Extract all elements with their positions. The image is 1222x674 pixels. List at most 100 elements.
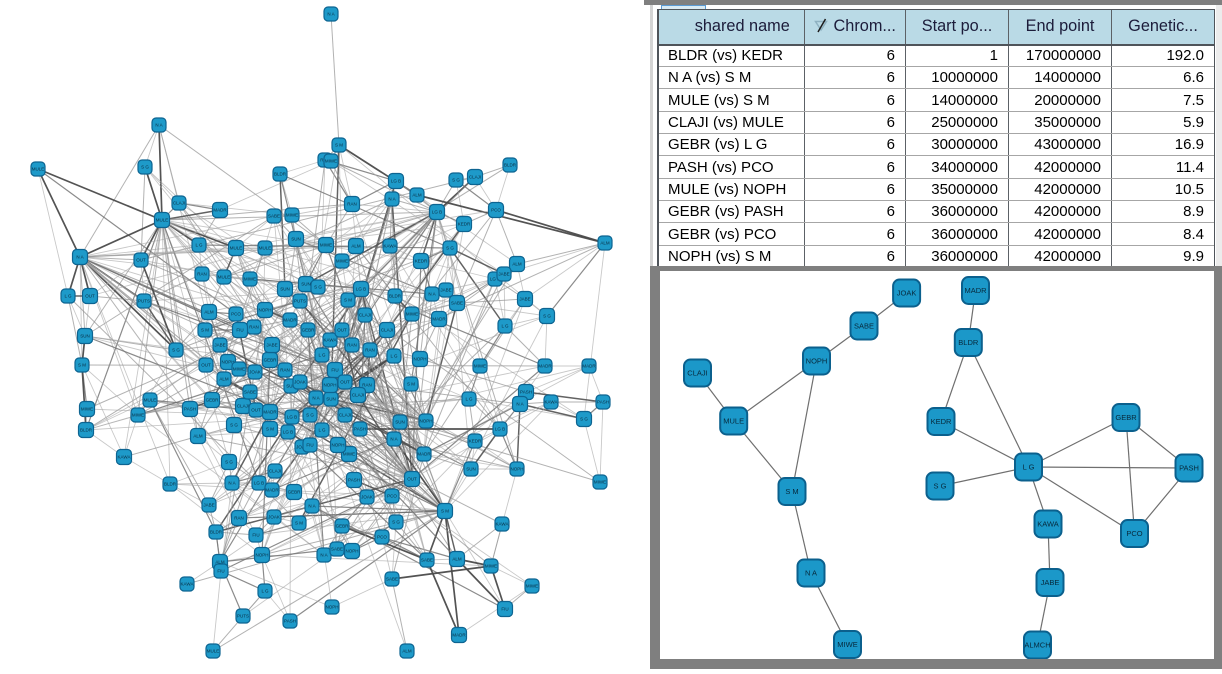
svg-text:MADR: MADR [265,488,279,493]
svg-text:SUN: SUN [301,282,311,287]
svg-text:MIWE: MIWE [837,640,857,649]
svg-text:KAWA: KAWA [545,400,558,405]
svg-text:MIWE: MIWE [485,564,497,569]
svg-text:S G: S G [172,348,180,353]
svg-text:PUTS: PUTS [294,299,306,304]
svg-text:JOAK: JOAK [361,495,373,500]
svg-text:ALM: ALM [193,434,203,439]
svg-text:CLAJI: CLAJI [352,393,364,398]
svg-text:BLDR: BLDR [958,338,979,347]
svg-text:KAWA: KAWA [1037,520,1059,529]
svg-text:FIU: FIU [236,328,243,333]
svg-text:LG B: LG B [287,415,297,420]
svg-text:BLDR: BLDR [164,482,177,487]
svg-text:S G: S G [452,178,460,183]
svg-text:JABE: JABE [440,288,451,293]
svg-text:CLAJI: CLAJI [339,413,351,418]
svg-text:MADR: MADR [582,364,596,369]
svg-text:BLDR: BLDR [274,172,287,177]
svg-text:JOAK: JOAK [294,380,306,385]
svg-text:MADR: MADR [283,318,297,323]
svg-text:JOAK: JOAK [897,289,917,298]
svg-text:SUN: SUN [280,287,290,292]
svg-text:JABE: JABE [214,343,225,348]
svg-text:SABE: SABE [268,214,280,219]
svg-text:ALMCH: ALMCH [1024,641,1050,650]
svg-text:S G: S G [580,417,588,422]
svg-text:SUN: SUN [80,334,90,339]
svg-text:N A: N A [516,402,523,407]
svg-text:NOPH: NOPH [510,467,523,472]
svg-text:GEBR: GEBR [264,358,278,363]
svg-text:S M: S M [201,328,209,333]
svg-text:PCO: PCO [387,494,397,499]
svg-text:OUT: OUT [201,363,211,368]
svg-text:SUN: SUN [291,237,301,242]
svg-text:RAN: RAN [347,202,357,207]
svg-text:JOAK: JOAK [268,515,280,520]
svg-text:L G: L G [318,428,326,433]
svg-text:MIWE: MIWE [526,584,538,589]
svg-text:SABE: SABE [421,558,433,563]
svg-text:S M: S M [344,298,352,303]
svg-text:PCO: PCO [491,208,501,213]
svg-text:SABE: SABE [854,322,874,331]
svg-text:RAN: RAN [197,272,207,277]
svg-text:JABE: JABE [266,343,277,348]
svg-text:S M: S M [295,521,303,526]
svg-text:RAN: RAN [347,343,357,348]
svg-text:NOPH: NOPH [413,357,426,362]
svg-text:KEDR: KEDR [931,417,952,426]
svg-text:S M: S M [266,427,274,432]
svg-text:RAN: RAN [362,383,372,388]
svg-text:LG B: LG B [495,427,505,432]
svg-text:MULE: MULE [32,167,45,172]
svg-text:KEDR: KEDR [469,439,482,444]
svg-text:MULE: MULE [218,275,231,280]
svg-text:MADR: MADR [452,633,466,638]
svg-text:ALM: ALM [351,244,361,249]
svg-text:JABE: JABE [498,272,509,277]
svg-text:S G: S G [230,423,238,428]
svg-text:GEBR: GEBR [336,524,350,529]
svg-text:GEBR: GEBR [206,398,220,403]
svg-text:KAWA: KAWA [181,582,194,587]
svg-text:FIU: FIU [252,533,259,538]
svg-text:L G: L G [195,243,203,248]
svg-text:PASH: PASH [184,407,196,412]
svg-text:PUTS: PUTS [138,299,150,304]
svg-text:S M: S M [78,363,86,368]
svg-text:OUT: OUT [136,258,146,263]
svg-text:LG B: LG B [283,430,293,435]
svg-text:SABE: SABE [451,301,463,306]
svg-text:OUT: OUT [407,477,417,482]
svg-text:LG B: LG B [254,481,264,486]
svg-text:SUN: SUN [466,467,476,472]
svg-text:NOPH: NOPH [221,360,234,365]
svg-text:OUT: OUT [85,294,95,299]
svg-text:KEDR: KEDR [415,259,428,264]
svg-text:NOPH: NOPH [258,308,271,313]
svg-text:NOPH: NOPH [323,383,336,388]
svg-text:SABE: SABE [386,577,398,582]
svg-text:ALM: ALM [412,193,422,198]
svg-text:MULE: MULE [144,398,157,403]
svg-text:MIWE: MIWE [244,277,256,282]
svg-text:RAN: RAN [249,325,259,330]
svg-text:JABE: JABE [1041,578,1060,587]
svg-text:PUTS: PUTS [237,614,249,619]
svg-text:N A: N A [388,197,395,202]
svg-text:ALM: ALM [402,649,412,654]
svg-text:S G: S G [141,165,149,170]
svg-text:GEBR: GEBR [1115,413,1137,422]
svg-text:L G: L G [465,397,473,402]
svg-text:PASH: PASH [520,390,532,395]
svg-text:FIU: FIU [306,443,313,448]
svg-text:SUN: SUN [326,397,336,402]
svg-text:NOPH: NOPH [331,443,344,448]
svg-text:ALM: ALM [512,262,522,267]
svg-text:MADR: MADR [964,286,987,295]
svg-text:OUT: OUT [340,380,350,385]
svg-text:JABE: JABE [203,503,214,508]
svg-text:LG B: LG B [356,287,366,292]
